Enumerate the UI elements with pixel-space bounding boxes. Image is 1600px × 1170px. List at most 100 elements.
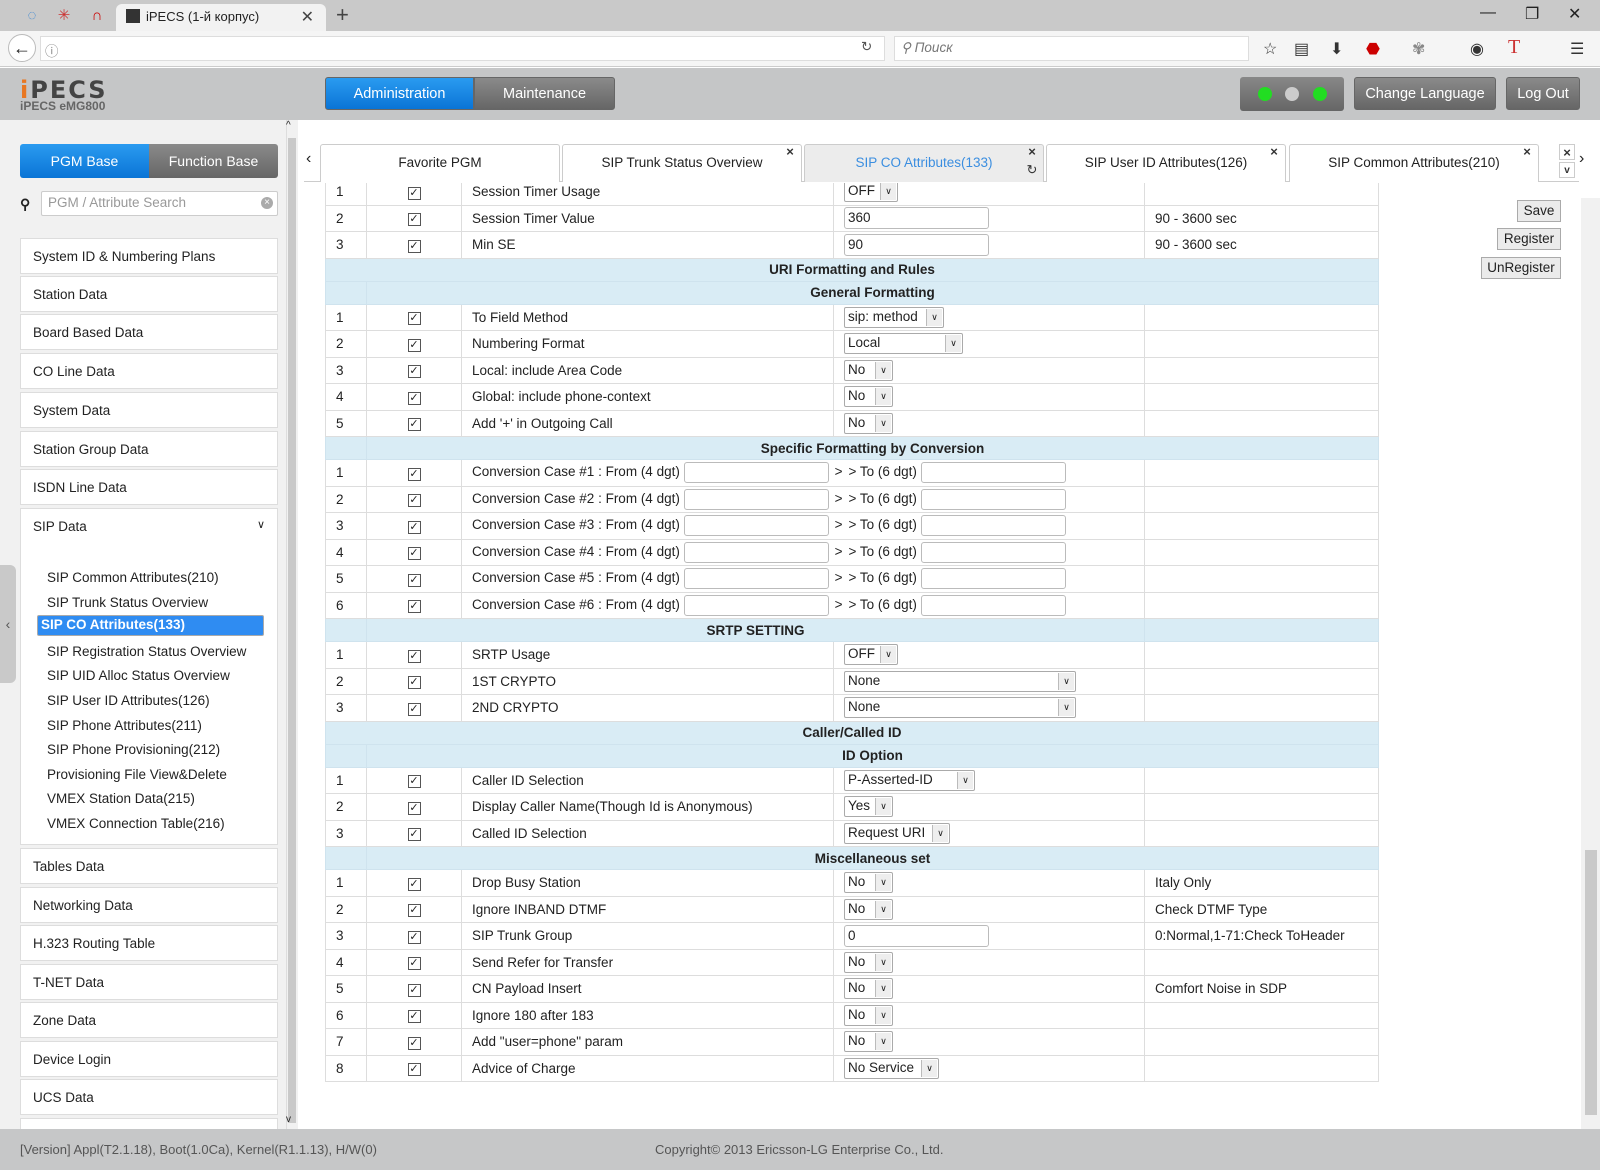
row-checkbox[interactable]: ✓: [407, 957, 421, 971]
minimize-icon[interactable]: —: [1480, 4, 1496, 21]
sidebar-item[interactable]: Board Based Data: [20, 314, 278, 350]
sidebar-item[interactable]: [20, 1118, 278, 1129]
row-checkbox[interactable]: ✓: [407, 520, 421, 534]
pinned-tab-icon[interactable]: ∩: [91, 7, 103, 24]
row-checkbox[interactable]: ✓: [407, 801, 421, 815]
value-select[interactable]: None ∨: [844, 670, 1076, 692]
browser-search-input[interactable]: ⚲ Поиск: [894, 36, 1249, 61]
from-input[interactable]: [683, 488, 829, 510]
row-checkbox[interactable]: ✓: [407, 391, 421, 405]
sidebar-item[interactable]: Device Login: [20, 1040, 278, 1077]
sidebar-subitem[interactable]: SIP Common Attributes(210): [47, 570, 219, 585]
row-checkbox[interactable]: ✓: [407, 775, 421, 789]
row-checkbox[interactable]: ✓: [407, 547, 421, 561]
scroll-down-icon[interactable]: v: [286, 1114, 291, 1125]
info-icon[interactable]: ⓘ: [45, 44, 59, 59]
reading-list-icon[interactable]: ▤: [1294, 41, 1310, 58]
close-tab-icon[interactable]: ×: [1523, 144, 1531, 159]
close-all-tabs-icon[interactable]: ×: [1559, 144, 1575, 160]
sidebar-subitem[interactable]: SIP Phone Provisioning(212): [47, 742, 221, 758]
refresh-tab-icon[interactable]: ↻: [1026, 162, 1038, 177]
close-tab-icon[interactable]: ×: [1028, 144, 1036, 159]
to-input[interactable]: [920, 462, 1066, 484]
to-input[interactable]: [920, 488, 1066, 510]
to-input[interactable]: [920, 594, 1066, 616]
value-select[interactable]: P-Asserted-ID ∨: [844, 769, 975, 791]
pgm-tab[interactable]: SIP CO Attributes(133): [804, 144, 1044, 182]
pgm-tab[interactable]: SIP Common Attributes(210): [1289, 144, 1539, 182]
row-checkbox[interactable]: ✓: [407, 1036, 421, 1050]
clear-search-icon[interactable]: ×: [261, 197, 273, 209]
sidebar-item[interactable]: Station Group Data: [20, 431, 278, 467]
value-select[interactable]: No ∨: [844, 978, 893, 1000]
from-input[interactable]: [683, 568, 829, 590]
value-select[interactable]: No Service ∨: [844, 1057, 939, 1079]
pgm-tab[interactable]: Favorite PGM: [320, 144, 560, 182]
sidebar-item[interactable]: T-NET Data: [20, 963, 278, 1000]
value-select[interactable]: No ∨: [844, 386, 893, 408]
value-select[interactable]: No ∨: [844, 1031, 893, 1053]
sidebar-subitem[interactable]: SIP Phone Attributes(211): [47, 717, 202, 733]
row-checkbox[interactable]: ✓: [407, 877, 421, 891]
value-select[interactable]: Request URI ∨: [844, 822, 950, 844]
sidebar-item-sip-data[interactable]: SIP Data ∨: [20, 508, 278, 546]
bookmark-star-icon[interactable]: ☆: [1263, 41, 1278, 58]
row-checkbox[interactable]: ✓: [407, 467, 421, 481]
sidebar-item[interactable]: Zone Data: [20, 1002, 278, 1038]
from-input[interactable]: [683, 594, 829, 616]
row-checkbox[interactable]: ✓: [407, 312, 421, 326]
sidebar-item[interactable]: UCS Data: [20, 1079, 278, 1115]
extension-color-icon[interactable]: ◉: [1470, 41, 1484, 58]
pgm-tab[interactable]: SIP User ID Attributes(126): [1046, 144, 1286, 182]
row-checkbox[interactable]: ✓: [407, 676, 421, 690]
translate-icon[interactable]: T: [1508, 36, 1521, 58]
menu-hamburger-icon[interactable]: ☰: [1570, 41, 1585, 58]
pgm-tab[interactable]: SIP Trunk Status Overview: [562, 144, 802, 182]
value-select[interactable]: No ∨: [844, 872, 893, 894]
row-checkbox[interactable]: ✓: [407, 239, 421, 253]
close-tab-icon[interactable]: ✕: [300, 9, 314, 26]
from-input[interactable]: [683, 515, 829, 537]
pinned-tab-icon[interactable]: ✳: [57, 7, 71, 24]
tabs-scroll-left-icon[interactable]: ‹: [306, 150, 312, 167]
row-checkbox[interactable]: ✓: [407, 600, 421, 614]
sidebar-item[interactable]: Tables Data: [20, 848, 278, 884]
sidebar-item[interactable]: Networking Data: [20, 886, 278, 923]
from-input[interactable]: [683, 541, 829, 563]
change-language-button[interactable]: Change Language: [1354, 77, 1496, 110]
collapse-sidebar-handle[interactable]: ‹: [0, 565, 16, 683]
row-checkbox[interactable]: ✓: [407, 418, 421, 432]
row-checkbox[interactable]: ✓: [407, 930, 421, 944]
sidebar-subitem[interactable]: SIP User ID Attributes(126): [47, 693, 210, 708]
row-checkbox[interactable]: ✓: [407, 828, 421, 842]
new-tab-icon[interactable]: +: [336, 2, 349, 27]
value-select[interactable]: No ∨: [844, 951, 893, 973]
value-select[interactable]: No ∨: [844, 1004, 893, 1026]
register-button[interactable]: Register: [1497, 228, 1561, 250]
sidebar-item[interactable]: CO Line Data: [20, 353, 278, 389]
pgm-search-input[interactable]: PGM / Attribute Search: [41, 191, 278, 216]
sidebar-item[interactable]: ISDN Line Data: [20, 469, 278, 505]
browser-tab-active[interactable]: iPECS (1-й корпус) ✕: [116, 4, 326, 31]
sidebar-subitem[interactable]: SIP Trunk Status Overview: [47, 594, 209, 610]
tabs-dropdown-icon[interactable]: v: [1559, 162, 1575, 178]
logout-button[interactable]: Log Out: [1506, 77, 1580, 110]
extension-icon[interactable]: ✾: [1412, 41, 1426, 58]
value-select[interactable]: No ∨: [844, 359, 893, 381]
adblock-icon[interactable]: ⬣: [1366, 41, 1380, 58]
download-icon[interactable]: ⬇: [1330, 41, 1344, 58]
close-tab-icon[interactable]: ×: [786, 144, 794, 159]
tabs-scroll-right-icon[interactable]: ›: [1579, 150, 1585, 167]
scroll-up-icon[interactable]: ^: [286, 120, 291, 131]
reload-icon[interactable]: ↻: [861, 39, 873, 54]
url-input[interactable]: ⓘ ↻: [40, 36, 885, 61]
sidebar-subitem[interactable]: VMEX Connection Table(216): [47, 816, 225, 831]
row-checkbox[interactable]: ✓: [407, 1063, 421, 1077]
row-checkbox[interactable]: ✓: [407, 494, 421, 508]
unregister-button[interactable]: UnRegister: [1481, 257, 1561, 279]
value-input[interactable]: 360: [844, 207, 989, 230]
value-select[interactable]: sip: method ∨: [844, 306, 944, 328]
row-checkbox[interactable]: ✓: [407, 338, 421, 352]
sidebar-item[interactable]: System Data: [20, 392, 278, 428]
value-select[interactable]: None ∨: [844, 697, 1076, 719]
